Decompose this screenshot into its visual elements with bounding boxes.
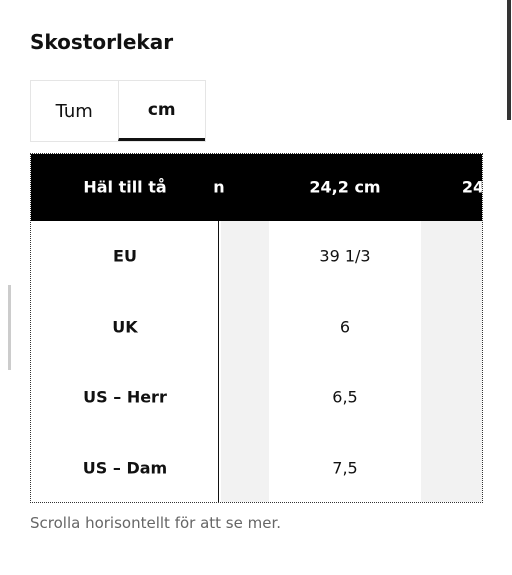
row-label: US – Dam bbox=[82, 458, 168, 477]
tab-selected[interactable]: cm bbox=[117, 81, 205, 141]
divider bbox=[218, 221, 219, 502]
column-bg bbox=[421, 221, 482, 502]
size-value: 7,5 bbox=[332, 458, 358, 477]
size-value: 39 1/3 bbox=[319, 246, 371, 266]
size-value: 6,5 bbox=[332, 387, 358, 407]
section-title: Skostorlekar bbox=[30, 30, 174, 54]
tab[interactable]: Tum bbox=[55, 100, 93, 122]
header-cell: 24 bbox=[461, 177, 483, 197]
scroll-hint: Scrolla horisontellt för att se mer. bbox=[30, 514, 282, 532]
scrollbar bbox=[8, 285, 11, 370]
unit-tabs: Tum cm bbox=[30, 80, 206, 142]
row-label: US – Herr bbox=[83, 387, 167, 407]
table-header bbox=[31, 154, 482, 221]
size-table[interactable]: Häl till tå n 24,2 cm 24 EU 39 1/3 UK 6 US – Her… bbox=[30, 153, 483, 503]
row-label: UK bbox=[112, 317, 138, 336]
column-bg bbox=[221, 221, 269, 502]
header-cell: 24,2 cm bbox=[309, 177, 381, 197]
scrollbar bbox=[507, 0, 511, 120]
header-cell: n bbox=[213, 177, 225, 197]
header-cell: Häl till tå bbox=[83, 177, 167, 197]
row-label: EU bbox=[113, 246, 137, 266]
size-value: 6 bbox=[339, 317, 351, 336]
